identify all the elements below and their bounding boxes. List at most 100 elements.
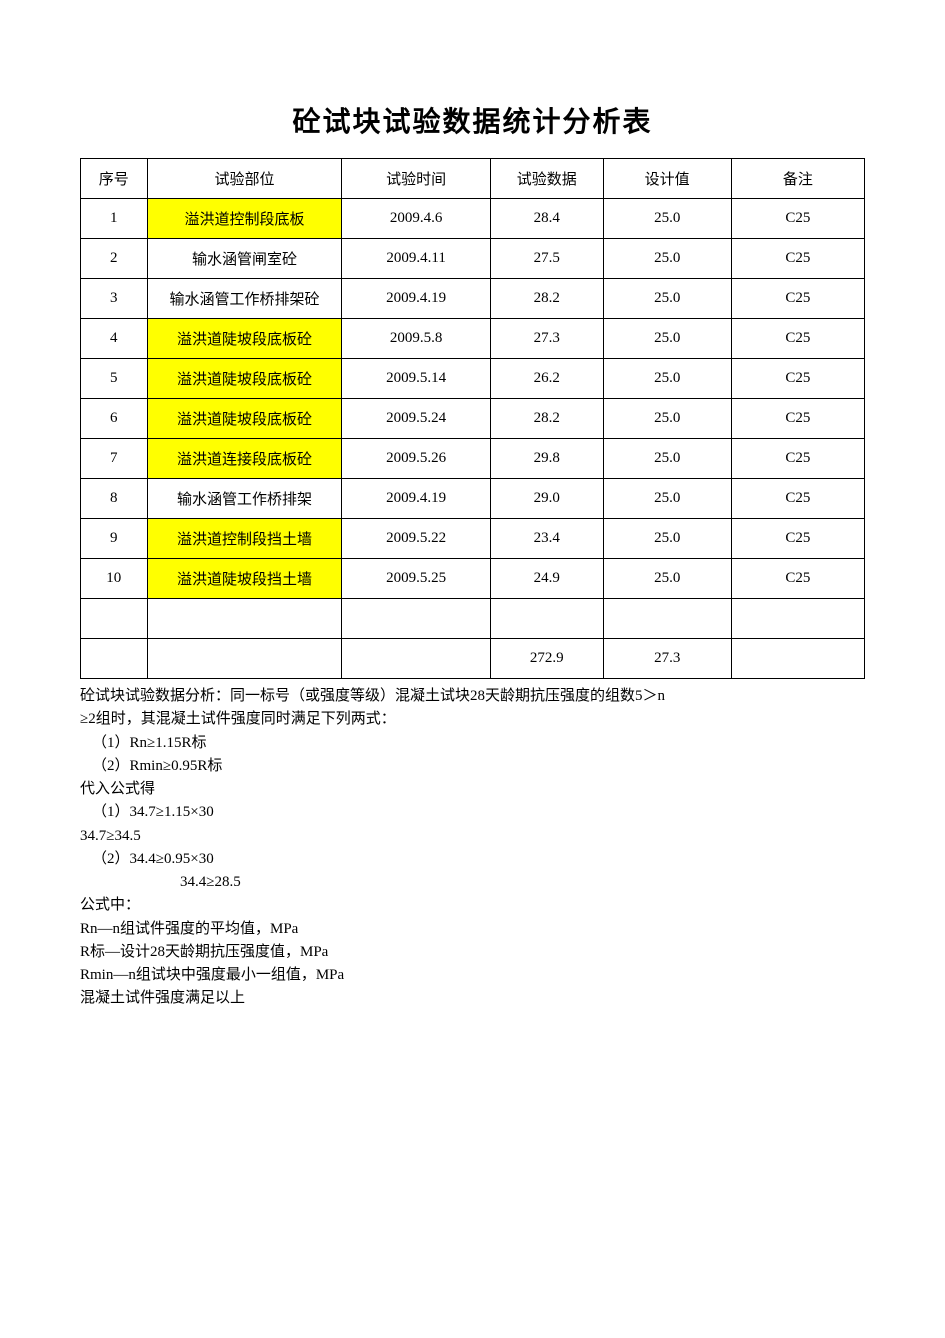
cell-total: 272.9 (490, 639, 603, 679)
cell-design: 25.0 (603, 239, 731, 279)
cell-empty (490, 599, 603, 639)
cell-design: 25.0 (603, 479, 731, 519)
cell-data: 29.8 (490, 439, 603, 479)
cell-design: 25.0 (603, 359, 731, 399)
cell-time: 2009.4.6 (342, 199, 491, 239)
cell-total (147, 639, 342, 679)
cell-seq: 8 (81, 479, 148, 519)
cell-part: 溢洪道控制段底板 (147, 199, 342, 239)
cell-data: 28.2 (490, 279, 603, 319)
cell-design: 25.0 (603, 319, 731, 359)
cell-data: 27.3 (490, 319, 603, 359)
cell-time: 2009.5.14 (342, 359, 491, 399)
cell-empty (342, 599, 491, 639)
cell-design: 25.0 (603, 519, 731, 559)
header-seq: 序号 (81, 159, 148, 199)
cell-seq: 7 (81, 439, 148, 479)
analysis-line: ≥2组时，其混凝土试件强度同时满足下列两式： (80, 708, 865, 731)
cell-seq: 1 (81, 199, 148, 239)
cell-part: 溢洪道陡坡段底板砼 (147, 319, 342, 359)
cell-data: 24.9 (490, 559, 603, 599)
analysis-line: 混凝土试件强度满足以上 (80, 987, 865, 1010)
table-row: 5溢洪道陡坡段底板砼2009.5.1426.225.0C25 (81, 359, 865, 399)
cell-part: 溢洪道陡坡段底板砼 (147, 399, 342, 439)
analysis-line: 34.7≥34.5 (80, 825, 865, 848)
cell-seq: 5 (81, 359, 148, 399)
cell-part: 输水涵管闸室砼 (147, 239, 342, 279)
cell-total: 27.3 (603, 639, 731, 679)
analysis-line: （2）34.4≥0.95×30 (80, 848, 865, 871)
cell-data: 29.0 (490, 479, 603, 519)
header-remark: 备注 (731, 159, 864, 199)
table-row: 9溢洪道控制段挡土墙2009.5.2223.425.0C25 (81, 519, 865, 559)
cell-empty (731, 599, 864, 639)
cell-remark: C25 (731, 199, 864, 239)
cell-seq: 3 (81, 279, 148, 319)
cell-total (342, 639, 491, 679)
cell-part: 溢洪道控制段挡土墙 (147, 519, 342, 559)
cell-empty (81, 599, 148, 639)
analysis-line: 砼试块试验数据分析：同一标号（或强度等级）混凝土试块28天龄期抗压强度的组数5＞… (80, 685, 865, 708)
analysis-line: Rn—n组试件强度的平均值，MPa (80, 918, 865, 941)
cell-remark: C25 (731, 399, 864, 439)
cell-design: 25.0 (603, 199, 731, 239)
header-time: 试验时间 (342, 159, 491, 199)
cell-remark: C25 (731, 559, 864, 599)
analysis-line: （1）34.7≥1.15×30 (80, 801, 865, 824)
table-header-row: 序号 试验部位 试验时间 试验数据 设计值 备注 (81, 159, 865, 199)
cell-data: 27.5 (490, 239, 603, 279)
cell-empty (147, 599, 342, 639)
cell-time: 2009.4.19 (342, 279, 491, 319)
table-row: 7溢洪道连接段底板砼2009.5.2629.825.0C25 (81, 439, 865, 479)
cell-part: 溢洪道陡坡段挡土墙 (147, 559, 342, 599)
header-data: 试验数据 (490, 159, 603, 199)
cell-remark: C25 (731, 439, 864, 479)
cell-data: 28.4 (490, 199, 603, 239)
cell-seq: 2 (81, 239, 148, 279)
cell-total (81, 639, 148, 679)
cell-data: 23.4 (490, 519, 603, 559)
cell-remark: C25 (731, 319, 864, 359)
analysis-line: 公式中： (80, 894, 865, 917)
cell-remark: C25 (731, 239, 864, 279)
cell-seq: 6 (81, 399, 148, 439)
cell-part: 溢洪道连接段底板砼 (147, 439, 342, 479)
cell-time: 2009.4.19 (342, 479, 491, 519)
cell-time: 2009.5.25 (342, 559, 491, 599)
cell-seq: 10 (81, 559, 148, 599)
analysis-line: （2）Rmin≥0.95R标 (80, 755, 865, 778)
cell-remark: C25 (731, 279, 864, 319)
cell-design: 25.0 (603, 439, 731, 479)
cell-seq: 4 (81, 319, 148, 359)
analysis-line: Rmin—n组试块中强度最小一组值，MPa (80, 964, 865, 987)
table-row: 3输水涵管工作桥排架砼2009.4.1928.225.0C25 (81, 279, 865, 319)
cell-time: 2009.5.24 (342, 399, 491, 439)
cell-time: 2009.5.8 (342, 319, 491, 359)
cell-design: 25.0 (603, 559, 731, 599)
cell-seq: 9 (81, 519, 148, 559)
table-row: 2输水涵管闸室砼2009.4.1127.525.0C25 (81, 239, 865, 279)
header-design: 设计值 (603, 159, 731, 199)
analysis-line: （1）Rn≥1.15R标 (80, 732, 865, 755)
data-table: 序号 试验部位 试验时间 试验数据 设计值 备注 1溢洪道控制段底板2009.4… (80, 158, 865, 679)
table-row: 10溢洪道陡坡段挡土墙2009.5.2524.925.0C25 (81, 559, 865, 599)
cell-time: 2009.4.11 (342, 239, 491, 279)
cell-data: 28.2 (490, 399, 603, 439)
header-part: 试验部位 (147, 159, 342, 199)
cell-part: 输水涵管工作桥排架 (147, 479, 342, 519)
analysis-line: 代入公式得 (80, 778, 865, 801)
cell-total (731, 639, 864, 679)
cell-remark: C25 (731, 479, 864, 519)
table-row: 1溢洪道控制段底板2009.4.628.425.0C25 (81, 199, 865, 239)
cell-remark: C25 (731, 519, 864, 559)
cell-empty (603, 599, 731, 639)
cell-time: 2009.5.22 (342, 519, 491, 559)
analysis-line: R标—设计28天龄期抗压强度值，MPa (80, 941, 865, 964)
cell-remark: C25 (731, 359, 864, 399)
table-row: 8输水涵管工作桥排架2009.4.1929.025.0C25 (81, 479, 865, 519)
cell-time: 2009.5.26 (342, 439, 491, 479)
page-title: 砼试块试验数据统计分析表 (80, 100, 865, 140)
cell-design: 25.0 (603, 279, 731, 319)
cell-design: 25.0 (603, 399, 731, 439)
table-empty-row (81, 599, 865, 639)
